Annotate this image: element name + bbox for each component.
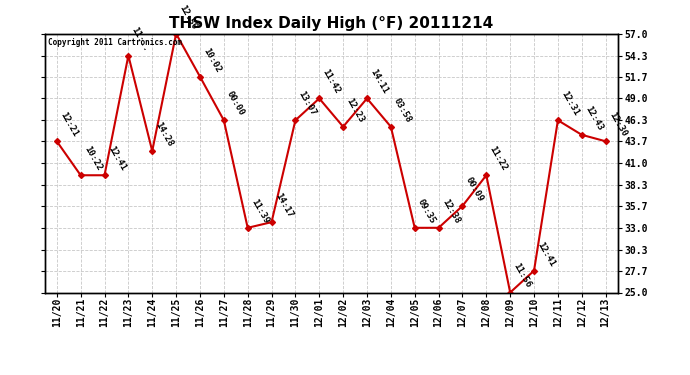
Text: 10:22: 10:22 (82, 145, 104, 172)
Text: 10:02: 10:02 (201, 46, 223, 74)
Text: 12:41: 12:41 (106, 145, 127, 172)
Text: 12:43: 12:43 (583, 104, 604, 132)
Text: 14:11: 14:11 (368, 68, 390, 96)
Text: 09:35: 09:35 (416, 197, 437, 225)
Text: 03:58: 03:58 (392, 96, 413, 124)
Text: 12:30: 12:30 (607, 111, 628, 138)
Title: THSW Index Daily High (°F) 20111214: THSW Index Daily High (°F) 20111214 (169, 16, 493, 31)
Text: 11:..: 11:.. (130, 25, 151, 53)
Text: 12:41: 12:41 (535, 240, 557, 268)
Text: 12:23: 12:23 (344, 96, 366, 124)
Text: 13:07: 13:07 (297, 90, 318, 117)
Text: 14:28: 14:28 (154, 120, 175, 148)
Text: 11:56: 11:56 (511, 262, 533, 290)
Text: 11:42: 11:42 (321, 68, 342, 96)
Text: 00:09: 00:09 (464, 176, 485, 203)
Text: 12:38: 12:38 (440, 197, 461, 225)
Text: 11:22: 11:22 (488, 145, 509, 172)
Text: 14:17: 14:17 (273, 192, 294, 219)
Text: 12:21: 12:21 (58, 111, 79, 138)
Text: 00:00: 00:00 (225, 90, 246, 117)
Text: 12:31: 12:31 (560, 90, 580, 117)
Text: Copyright 2011 Cartronics.com: Copyright 2011 Cartronics.com (48, 38, 182, 46)
Text: 11:39: 11:39 (249, 197, 270, 225)
Text: 12:50: 12:50 (177, 3, 199, 31)
